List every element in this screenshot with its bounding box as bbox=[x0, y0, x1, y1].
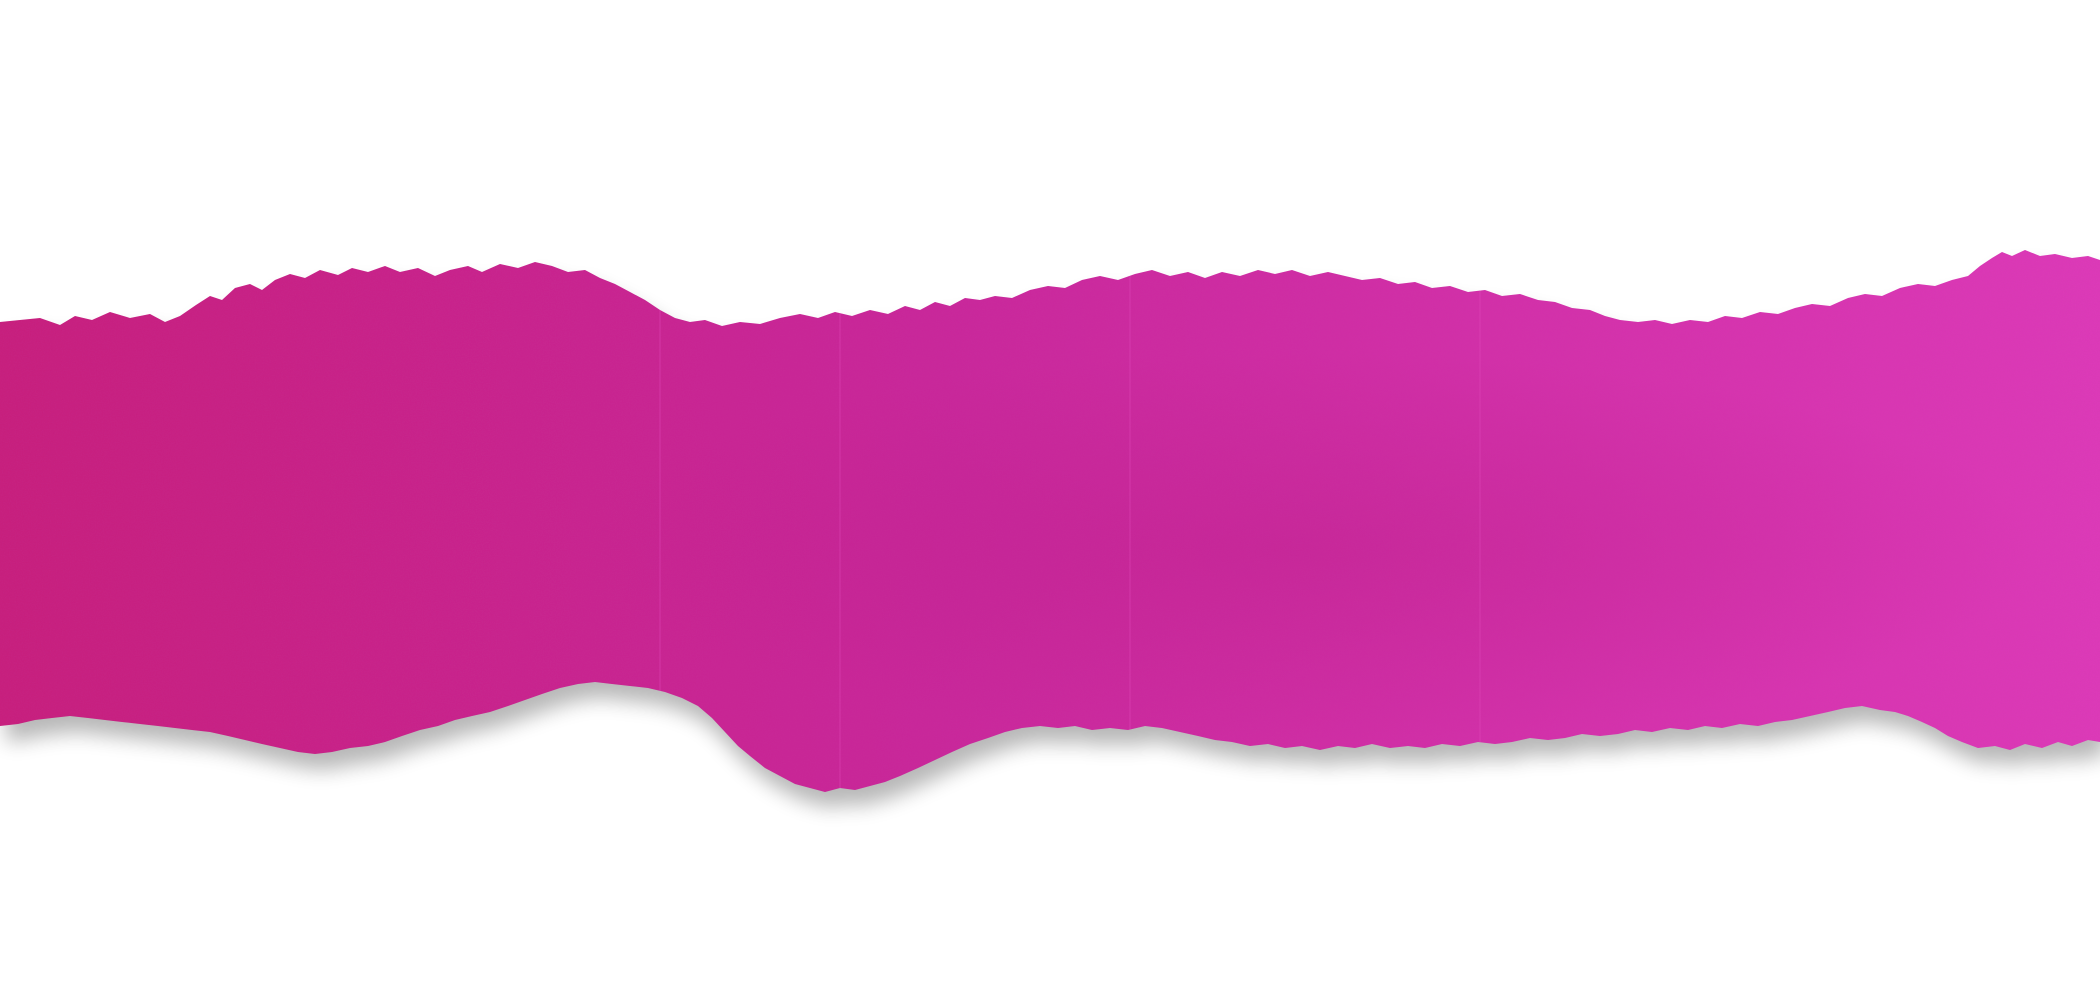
torn-paper-strip bbox=[0, 250, 2100, 792]
paper-texture bbox=[0, 250, 2100, 792]
